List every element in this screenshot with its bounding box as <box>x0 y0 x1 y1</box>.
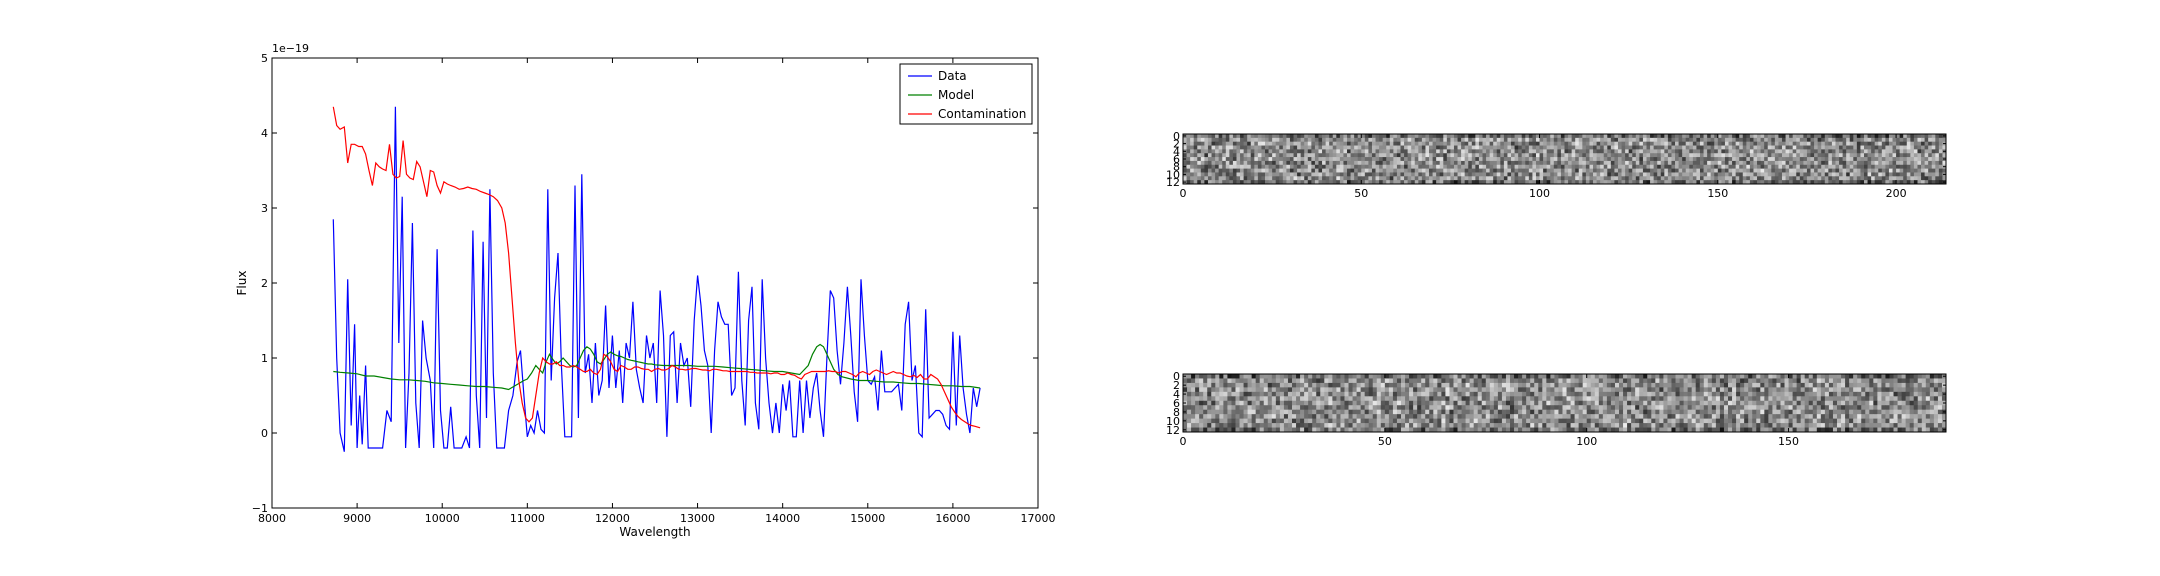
x-tick-label: 12000 <box>595 512 630 525</box>
plot-frame <box>271 57 1039 509</box>
y-tick-label: 0 <box>261 427 268 440</box>
legend-label-model: Model <box>938 88 974 102</box>
y-tick-label: 8 <box>1173 161 1180 174</box>
y-tick-label: 0 <box>1173 130 1180 143</box>
y-tick-label: 10 <box>1166 415 1180 428</box>
y-tick-label: 8 <box>1173 406 1180 419</box>
y-tick-label: 4 <box>1173 388 1180 401</box>
legend: Data Model Contamination <box>899 63 1033 125</box>
x-tick-label: 10000 <box>425 512 460 525</box>
x-tick-label: 150 <box>1707 187 1728 200</box>
y-offset-text: 1e−19 <box>272 42 309 55</box>
x-tick-label: 150 <box>1778 435 1799 448</box>
y-tick-label: −1 <box>252 502 268 515</box>
series-data-line <box>332 106 981 452</box>
series-contamination-line <box>332 106 981 429</box>
y-tick-label: 5 <box>261 52 268 65</box>
y-tick-label: 2 <box>261 277 268 290</box>
x-tick-label: 15000 <box>850 512 885 525</box>
x-tick-label: 0 <box>1180 435 1187 448</box>
x-tick-label: 16000 <box>935 512 970 525</box>
x-tick-label: 50 <box>1354 187 1368 200</box>
y-tick-label: 2 <box>1173 379 1180 392</box>
x-tick-label: 50 <box>1378 435 1392 448</box>
y-tick-label: 4 <box>261 127 268 140</box>
y-tick-label: 12 <box>1166 424 1180 437</box>
x-tick-label: 14000 <box>765 512 800 525</box>
x-tick-label: 17000 <box>1021 512 1056 525</box>
x-tick-label: 100 <box>1529 187 1550 200</box>
y-tick-label: 10 <box>1166 168 1180 181</box>
legend-label-data: Data <box>938 69 967 83</box>
x-tick-label: 200 <box>1886 187 1907 200</box>
heatmap-pixels <box>1183 374 1947 433</box>
legend-label-contamination: Contamination <box>938 107 1026 121</box>
y-tick-label: 2 <box>1173 138 1180 151</box>
y-tick-label: 4 <box>1173 145 1180 158</box>
x-tick-label: 100 <box>1576 435 1597 448</box>
x-tick-label: 0 <box>1180 187 1187 200</box>
x-axis-label: Wavelength <box>619 525 690 539</box>
y-tick-label: 6 <box>1173 153 1180 166</box>
y-tick-label: 1 <box>261 352 268 365</box>
y-axis-label: Flux <box>235 271 249 296</box>
y-tick-label: 12 <box>1166 176 1180 189</box>
x-tick-label: 13000 <box>680 512 715 525</box>
spectrum-line-chart: 8000 9000 10000 11000 12000 13000 14000 15000 16… <box>235 42 1056 539</box>
x-tick-label: 8000 <box>258 512 286 525</box>
x-tick-label: 9000 <box>343 512 371 525</box>
y-tick-label: 6 <box>1173 397 1180 410</box>
y-tick-label: 0 <box>1173 370 1180 383</box>
x-tick-label: 11000 <box>510 512 545 525</box>
heatmap-pixels <box>1183 134 1947 185</box>
y-tick-label: 3 <box>261 202 268 215</box>
